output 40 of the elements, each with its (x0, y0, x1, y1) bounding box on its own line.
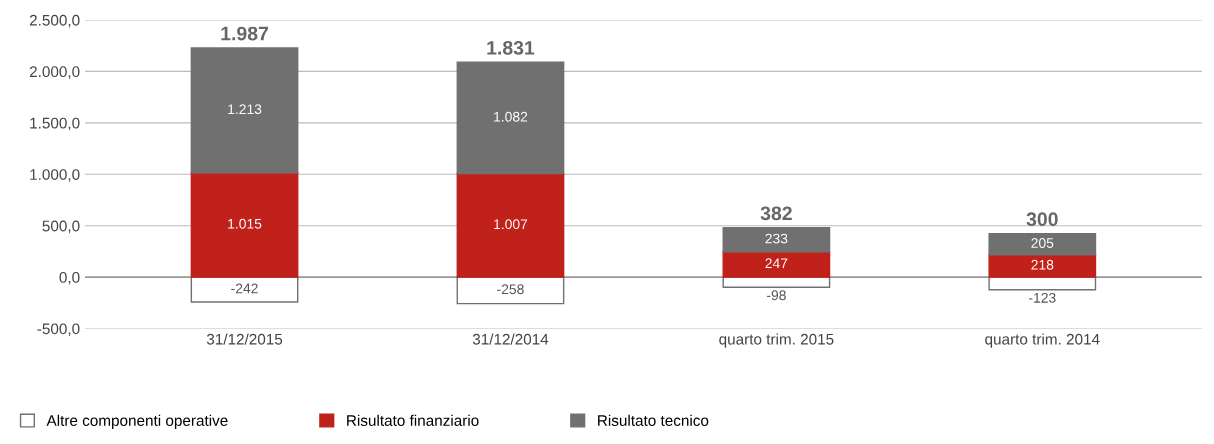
data-label: -98 (766, 290, 786, 301)
bar (190, 172, 299, 278)
bar (190, 47, 299, 174)
data-label: 218 (1031, 259, 1054, 270)
data-label: 247 (765, 258, 788, 269)
y-tick-label: -500,0 (37, 323, 80, 337)
total-label: 300 (1026, 212, 1058, 227)
bar (988, 254, 1097, 278)
data-label: 1.213 (228, 104, 262, 115)
total-label: 1.987 (221, 26, 269, 41)
data-label: 1.015 (228, 218, 262, 229)
bar (722, 227, 831, 253)
y-tick-label: 500,0 (42, 220, 80, 234)
bar (456, 276, 565, 305)
data-label: -258 (497, 284, 524, 295)
legend-label: Altre componenti operative (46, 414, 228, 429)
data-label: 233 (765, 233, 788, 244)
x-tick-label: 31/12/2015 (206, 333, 283, 345)
y-tick-label: 2.500,0 (29, 14, 80, 28)
legend-label: Risultato finanziario (347, 414, 479, 426)
data-label: -242 (231, 283, 258, 294)
y-tick-label: 1.500,0 (30, 117, 80, 131)
y-tick-label: 2.000,0 (29, 66, 80, 79)
x-tick-label: quarto trim. 2014 (985, 333, 1100, 348)
x-tick-label: quarto trim. 2015 (719, 333, 834, 348)
data-label: 1.007 (494, 219, 528, 230)
legend-label: Risultato tecnico (598, 414, 709, 426)
data-label: 1.082 (494, 111, 528, 122)
data-label: 205 (1031, 238, 1054, 248)
y-tick-label: 0,0 (59, 272, 80, 285)
bar (456, 61, 565, 175)
y-tick-label: 1.000,0 (30, 169, 80, 182)
bar (456, 172, 565, 278)
bar (722, 251, 831, 278)
x-tick-label: 31/12/2014 (472, 333, 549, 345)
data-label: -123 (1029, 292, 1056, 303)
total-label: 1.831 (487, 40, 535, 55)
bar (988, 232, 1097, 256)
bar (190, 276, 299, 303)
total-label: 382 (760, 206, 792, 221)
